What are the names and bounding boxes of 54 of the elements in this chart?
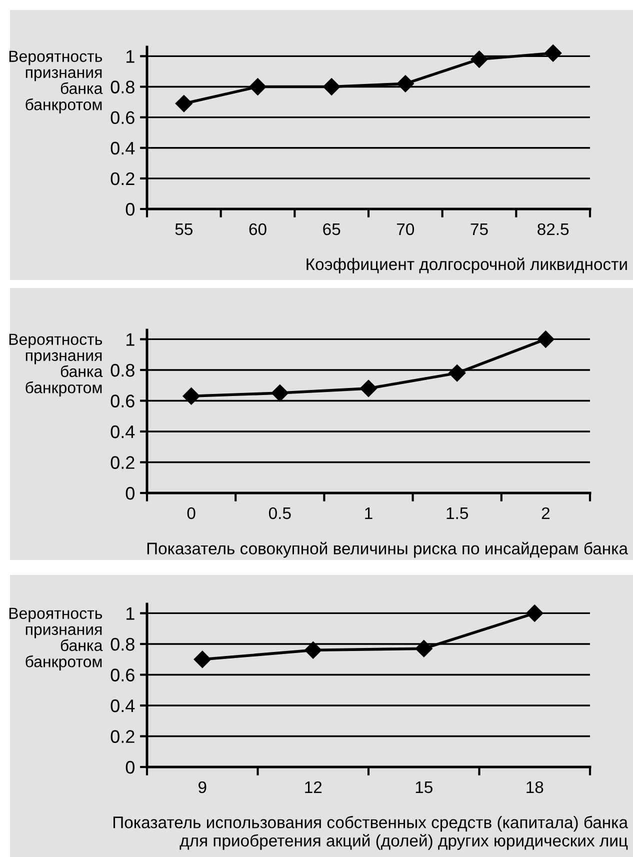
y-axis-title: Вероятность признания банка банкротом: [9, 608, 103, 670]
point: [537, 330, 554, 348]
point: [448, 364, 466, 382]
y-tick-label: 0.2: [110, 456, 134, 469]
x-tick-label: 15: [416, 782, 432, 794]
y-tick-label: 0.6: [110, 111, 134, 124]
point: [415, 640, 432, 658]
y-axis-title: Вероятность признания банка банкротом: [9, 50, 103, 114]
x-tick-label: 1.5: [446, 508, 468, 520]
x-tick-label: 12: [305, 781, 322, 793]
y-tick-label: 0.8: [110, 80, 134, 94]
y-tick-label: 1: [126, 607, 134, 620]
x-axis-title: Показатель использования собственных средств (капитала) банка для приобретения акций (долей) других юридических лиц: [113, 816, 628, 850]
y-tick-label: 0: [126, 486, 134, 500]
x-tick-label: 0.5: [268, 507, 291, 520]
y-tick-label: 0.8: [110, 364, 134, 377]
point: [396, 75, 414, 92]
y-tick-label: 0.4: [110, 425, 135, 438]
x-tick-label: 75: [470, 224, 488, 236]
x-tick-label: 55: [175, 224, 192, 236]
y-tick-label: 0.2: [110, 172, 134, 186]
y-tick-label: 1: [126, 333, 134, 346]
point: [360, 380, 378, 397]
point: [526, 604, 544, 622]
y-tick-label: 0: [126, 760, 134, 774]
x-tick-label: 1: [365, 508, 372, 519]
x-axis-title: Показатель совокупной величины риска по инсайдерам банка: [147, 542, 628, 558]
point: [194, 650, 211, 668]
y-tick-label: 0.8: [110, 638, 134, 651]
point: [249, 78, 266, 96]
x-axis-title: Коэффициент долгосрочной ликвидности: [306, 258, 627, 274]
y-tick-label: 0.6: [110, 394, 134, 408]
x-tick-label: 2: [542, 507, 550, 519]
y-tick-label: 1: [126, 50, 134, 63]
y-tick-label: 0.4: [110, 699, 135, 712]
x-tick-label: 18: [526, 781, 544, 794]
x-tick-label: 0: [187, 507, 196, 520]
y-tick-label: 0.4: [110, 142, 135, 155]
y-tick-label: 0.2: [110, 730, 134, 743]
x-tick-label: 82.5: [538, 223, 569, 236]
point: [323, 78, 340, 96]
y-tick-label: 0: [126, 202, 134, 216]
x-tick-label: 60: [249, 223, 266, 236]
x-tick-label: 65: [323, 223, 340, 236]
x-tick-label: 9: [198, 781, 206, 794]
point: [175, 94, 192, 112]
x-tick-label: 70: [397, 223, 414, 236]
y-tick-label: 0.6: [110, 668, 134, 682]
point: [470, 50, 488, 68]
point: [304, 642, 322, 659]
y-axis-title: Вероятность признания банка банкротом: [9, 334, 103, 396]
point: [182, 388, 200, 405]
point: [544, 44, 562, 62]
point: [271, 384, 288, 402]
